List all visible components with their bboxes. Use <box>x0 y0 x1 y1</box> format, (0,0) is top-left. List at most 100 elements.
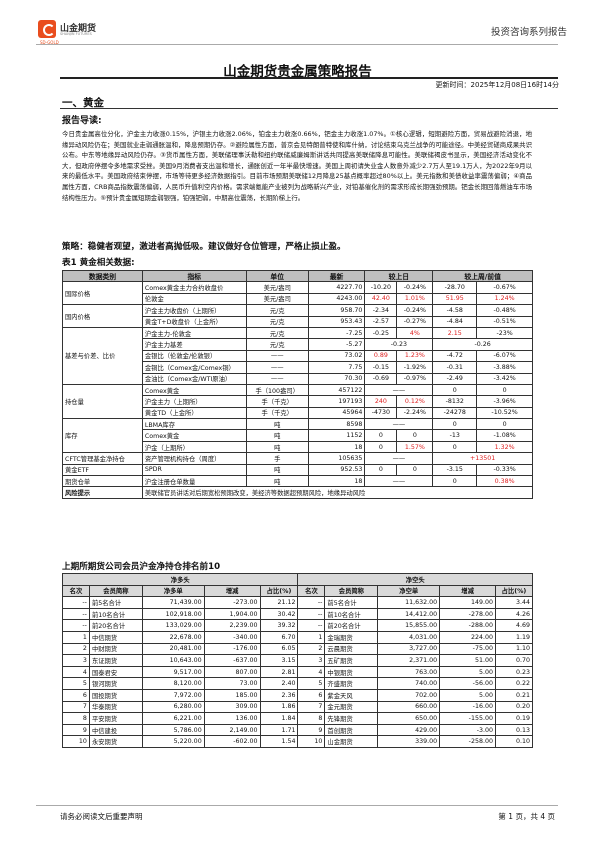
unit-cell: 吨 <box>245 440 309 454</box>
table-cell: 185.00 <box>203 688 261 702</box>
day-change-cell: 0 <box>364 429 398 442</box>
subheader-cell: 增减 <box>203 584 261 598</box>
day-change-cell: -10.20 <box>364 281 398 294</box>
table-cell: 1.86 <box>259 700 299 714</box>
table-cell: 9 <box>297 723 326 737</box>
table-cell: 2 <box>62 642 90 656</box>
table-cell: 3,727.00 <box>377 642 441 656</box>
day-change-cell: —— <box>364 452 434 465</box>
unit-cell: —— <box>245 349 309 363</box>
indicator-cell: 伦敦金 <box>141 292 247 306</box>
risk-row: 风险提示 美联储官员讲话对后期宽松预期改变，美经济等数据超预期风险，地缘异动风险 <box>62 486 534 499</box>
table-cell: -278.00 <box>439 607 496 621</box>
table-row: 2 中财期货 20,481.00 -176.00 6.05 2 云晨期货 3,727.00 -7… <box>62 642 534 656</box>
unit-cell: 吨 <box>245 475 309 488</box>
unit-cell: —— <box>245 372 309 385</box>
table-cell: 149.00 <box>439 596 496 609</box>
table-cell: 国投期货 <box>88 688 143 702</box>
indicator-cell: 沪金主力-伦敦金 <box>141 326 247 340</box>
day-change-cell: 0 <box>364 463 398 477</box>
table-cell: 2 <box>297 642 326 656</box>
indicator-cell: 金铜比（Comex金/Comex铜） <box>141 361 247 374</box>
indicator-cell: 沪金（上期所） <box>141 440 247 454</box>
day-change-cell: -2.34 <box>364 304 398 317</box>
table-cell: 1.71 <box>259 723 299 737</box>
table-row: 国际价格 Comex黄金主力合约收盘价 美元/盎司 4227.70 -10.20 -0.2… <box>62 281 533 306</box>
week-pct-cell: -3.88% <box>476 361 533 374</box>
subheader-cell: 占比(%) <box>259 584 299 598</box>
latest-cell: 958.70 <box>307 304 366 317</box>
table-cell: 7 <box>297 700 326 714</box>
table-cell: 3.15 <box>259 654 299 667</box>
week-pct-cell: -6.07% <box>476 349 533 363</box>
table-cell: 平安期货 <box>88 712 143 725</box>
table-cell: 齐盛期货 <box>324 677 379 690</box>
unit-cell: 元/克 <box>245 338 309 351</box>
week-change-cell: -4.84 <box>432 315 478 328</box>
week-pct-cell: -3.96% <box>476 395 533 408</box>
unit-cell: 吨 <box>245 418 309 431</box>
table-row: 库存 LBMA库存吨 8598 —— 0 0 <box>62 418 533 454</box>
table-row: 伦敦金 美元/盎司 4243.00 42.40 1.01% 51.95 1.24% <box>63 292 533 306</box>
table-cell: 763.00 <box>377 665 441 679</box>
subheader-cell: 占比(%) <box>494 584 534 598</box>
latest-cell: 105635 <box>307 452 366 465</box>
table-cell: 5.00 <box>439 665 496 679</box>
category-cell: 期货仓单 <box>62 475 143 488</box>
week-pct-cell: -0.67% <box>476 281 533 294</box>
table-cell: 14,412.00 <box>377 607 441 621</box>
table-cell: 2,371.00 <box>377 654 441 667</box>
week-change-cell: -8132 <box>432 395 478 408</box>
week-change-cell: -0.26 <box>432 338 533 351</box>
table-cell: 102,918.00 <box>141 607 205 621</box>
table-row: -- 前10名合计 102,918.00 1,904.00 30.42 -- 前10名合计 1… <box>62 607 534 621</box>
day-change-cell: -4730 <box>364 406 398 420</box>
week-pct-cell: 1.24% <box>476 292 533 306</box>
table-cell: 6.70 <box>259 630 299 644</box>
table-cell: 4.69 <box>494 619 534 632</box>
update-time: 更新时间：2025年12月08日16时14分 <box>435 81 559 89</box>
category-cell: 国内价格 <box>62 304 143 328</box>
risk-text: 美联储官员讲话对后期宽松预期改变，美经济等数据超预期风险，地缘异动风险 <box>141 486 534 499</box>
table-cell: 1.84 <box>259 712 299 725</box>
table-cell: 2,239.00 <box>203 619 261 632</box>
day-pct-cell: 4% <box>396 326 434 340</box>
report-title: 山金期货贵金属策略报告 <box>223 64 372 80</box>
table-header-row: 净多头 净空头 <box>61 573 533 586</box>
table-cell: 1 <box>62 630 90 644</box>
table-cell: 前10名合计 <box>324 607 379 621</box>
table-cell: 0.23 <box>494 665 534 679</box>
table-cell: -- <box>297 619 326 632</box>
position-ranking-table: 净多头 净空头 名次 会员简称 净多单 增减 占比(%) 名次 会员简称 净空单 增减 占比(%)… <box>61 573 534 748</box>
company-logo: 山金期货 SHANJIN FUTURES SD-GOLD <box>38 20 98 46</box>
unit-cell: 手（千克） <box>245 406 309 420</box>
table-cell: 紫金天风 <box>324 688 379 702</box>
week-change-cell: -13 <box>432 429 478 442</box>
table-cell: 7 <box>62 700 90 714</box>
week-change-cell: -4.72 <box>432 349 478 363</box>
table-cell: 0.21 <box>494 688 534 702</box>
table-cell: 6 <box>297 688 326 702</box>
indicator-cell: Comex黄金 <box>141 429 247 442</box>
table-cell: 云晨期货 <box>324 642 379 656</box>
table-cell: 2.40 <box>259 677 299 690</box>
long-header: 净多头 <box>61 573 299 586</box>
table-cell: 20,481.00 <box>141 642 205 656</box>
table-cell: 650.00 <box>377 712 441 725</box>
table-cell: 136.00 <box>203 712 261 725</box>
table-cell: 11,632.00 <box>377 596 441 609</box>
short-header: 净空头 <box>297 573 533 586</box>
table-row: -- 前5名合计 71,439.00 -273.00 21.12 -- 前5名合计 11,63… <box>62 596 534 609</box>
table-cell: 4,031.00 <box>377 630 441 644</box>
unit-cell: 手（千克） <box>245 395 309 408</box>
table-cell: 前10名合计 <box>88 607 143 621</box>
unit-cell: 美元/盎司 <box>245 281 309 294</box>
footer-divider <box>36 805 558 806</box>
gold-data-table: 数据类别 指标 单位 最新 较上日 较上周/前值 国际价格 Comex黄金主力合约… <box>62 269 534 499</box>
table-cell: 22,678.00 <box>141 630 205 644</box>
table-cell: 7,972.00 <box>141 688 205 702</box>
indicator-cell: Comex黄金 <box>141 383 247 397</box>
table1-title: 表1 黄金相关数据: <box>62 258 135 268</box>
guide-title: 报告导读: <box>62 116 102 126</box>
week-change-cell: -28.70 <box>432 281 478 294</box>
